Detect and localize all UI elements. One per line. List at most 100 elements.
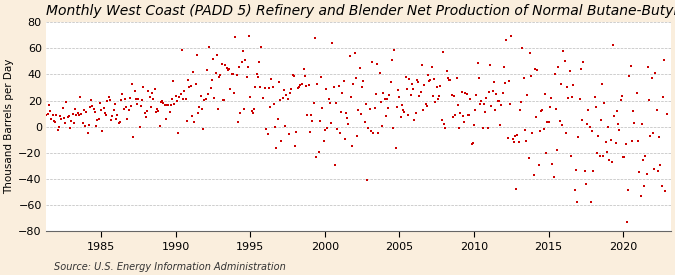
Point xyxy=(261,127,272,132)
Point xyxy=(38,111,49,115)
Point xyxy=(53,125,64,129)
Point xyxy=(588,169,599,173)
Point xyxy=(196,106,207,111)
Point xyxy=(50,120,61,124)
Point xyxy=(201,68,212,72)
Point xyxy=(105,97,115,102)
Point xyxy=(643,65,653,69)
Point xyxy=(257,96,268,100)
Point xyxy=(400,75,411,79)
Point xyxy=(342,116,352,120)
Point xyxy=(377,124,387,129)
Point xyxy=(360,101,371,106)
Point xyxy=(372,62,383,66)
Point xyxy=(393,88,404,92)
Point xyxy=(545,96,556,100)
Point xyxy=(292,86,303,90)
Point xyxy=(638,158,649,162)
Point xyxy=(238,49,248,54)
Point xyxy=(574,97,585,101)
Point xyxy=(492,99,503,103)
Point xyxy=(612,108,622,113)
Point xyxy=(112,112,123,117)
Point xyxy=(436,118,447,122)
Point xyxy=(645,134,656,139)
Point xyxy=(270,125,281,130)
Point xyxy=(653,169,664,173)
Point xyxy=(595,117,606,122)
Text: Source: U.S. Energy Information Administration: Source: U.S. Energy Information Administ… xyxy=(54,262,286,272)
Point xyxy=(618,155,628,159)
Point xyxy=(329,163,340,167)
Point xyxy=(468,123,479,127)
Point xyxy=(91,124,102,129)
Point xyxy=(398,108,408,113)
Point xyxy=(113,120,124,125)
Point xyxy=(371,92,381,96)
Point xyxy=(513,140,524,144)
Point xyxy=(529,67,540,72)
Point xyxy=(597,81,608,86)
Point xyxy=(291,130,302,134)
Point xyxy=(310,35,321,40)
Point xyxy=(553,65,564,70)
Point xyxy=(458,120,469,124)
Point xyxy=(133,97,144,101)
Point xyxy=(182,119,192,123)
Point xyxy=(340,136,350,141)
Point xyxy=(476,99,487,103)
Point xyxy=(136,104,146,108)
Point xyxy=(604,157,615,162)
Point xyxy=(300,73,310,78)
Point xyxy=(526,74,537,79)
Point xyxy=(433,97,443,101)
Point xyxy=(500,80,510,85)
Point xyxy=(399,109,410,114)
Point xyxy=(152,107,163,111)
Point xyxy=(573,134,584,139)
Point xyxy=(493,98,504,103)
Point xyxy=(541,150,551,155)
Point xyxy=(415,90,426,94)
Point xyxy=(396,103,407,108)
Point xyxy=(177,47,188,52)
Point xyxy=(424,79,435,84)
Point xyxy=(236,59,247,64)
Point xyxy=(331,101,342,106)
Point xyxy=(60,121,71,125)
Point xyxy=(580,181,591,186)
Point xyxy=(62,115,73,119)
Point xyxy=(287,73,298,77)
Point xyxy=(271,146,281,150)
Point xyxy=(485,62,495,67)
Point xyxy=(165,103,176,108)
Point xyxy=(239,107,250,112)
Point xyxy=(180,96,191,101)
Point xyxy=(117,91,128,96)
Point xyxy=(364,107,375,111)
Point xyxy=(51,112,62,117)
Point xyxy=(381,97,392,101)
Point xyxy=(109,102,120,106)
Point xyxy=(279,123,290,128)
Point xyxy=(240,57,250,62)
Point xyxy=(122,117,133,122)
Point xyxy=(632,139,643,143)
Point xyxy=(47,113,58,117)
Point xyxy=(190,82,201,87)
Point xyxy=(163,103,173,107)
Point xyxy=(315,119,325,123)
Point xyxy=(334,130,345,135)
Point xyxy=(115,97,126,102)
Point xyxy=(255,85,266,89)
Point xyxy=(86,98,97,103)
Point xyxy=(609,113,620,118)
Point xyxy=(195,94,206,98)
Point xyxy=(628,108,639,113)
Point xyxy=(213,107,223,111)
Point xyxy=(56,117,67,121)
Point xyxy=(176,92,186,96)
Point xyxy=(170,94,181,98)
Point xyxy=(96,108,107,112)
Point xyxy=(199,98,210,102)
